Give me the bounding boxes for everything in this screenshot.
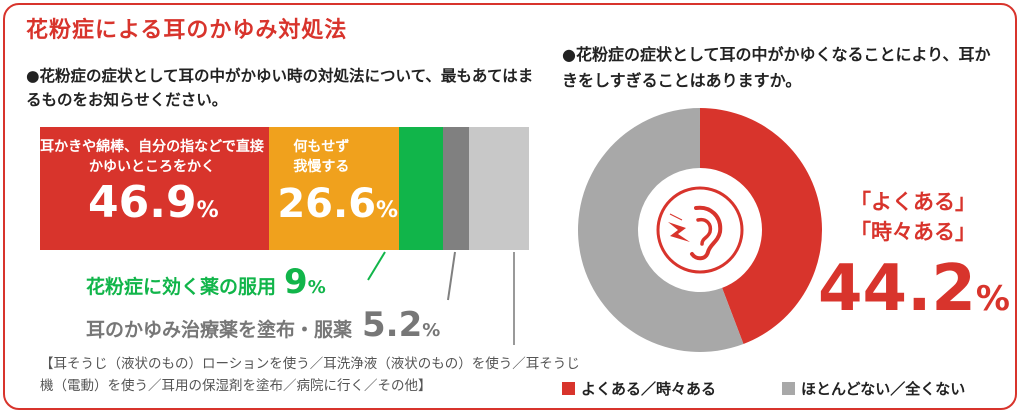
- callout-treatment: 耳のかゆみ治療薬を塗布・服薬 5.2%: [86, 305, 441, 345]
- legend-yes: よくある／時々ある: [562, 378, 716, 399]
- question-right: ●花粉症の症状として耳の中がかゆくなることにより、耳かきをしすぎることはあります…: [562, 45, 991, 90]
- bar-segment-endure: 何もせず我慢する 26.6%: [269, 127, 400, 250]
- legend-swatch-yes: [562, 382, 575, 395]
- legend-swatch-no: [782, 382, 795, 395]
- donut-slice-yes: [700, 108, 822, 344]
- bar-value-endure: 26.6%: [277, 181, 399, 227]
- ear-icon: [656, 186, 744, 274]
- bar-value-scratch: 46.9%: [88, 177, 219, 228]
- donut-value: 44.2%: [818, 252, 1010, 326]
- card-frame: [3, 3, 1017, 410]
- bar-segment-medicine: [399, 127, 444, 250]
- bar-label-scratch: 耳かきや綿棒、自分の指などで直接かゆいところをかく: [40, 139, 264, 175]
- bar-segment-treatment: [443, 127, 469, 250]
- question-left: ●花粉症の症状として耳の中がかゆい時の対処法について、最もあてはまるものをお知ら…: [26, 67, 534, 109]
- callout-medicine: 花粉症に効く薬の服用 9%: [86, 262, 326, 302]
- page-title: 花粉症による耳のかゆみ対処法: [26, 18, 348, 43]
- donut-annotation-line1: 「よくある」: [850, 190, 976, 214]
- legend-no: ほとんどない／全くない: [782, 378, 965, 399]
- bar-segment-others: [468, 127, 529, 250]
- donut-annotation-line2: 「時々ある」: [850, 220, 976, 244]
- bar-segment-scratch: 耳かきや綿棒、自分の指などで直接かゆいところをかく 46.9%: [40, 127, 270, 250]
- others-note: 【耳そうじ（液状のもの）ローションを使う／耳洗浄液（液状のもの）を使う／耳そうじ…: [40, 356, 580, 394]
- bar-label-endure: 何もせず我慢する: [293, 139, 350, 175]
- donut-chart: [577, 108, 822, 352]
- donut-slice-no: [577, 108, 744, 352]
